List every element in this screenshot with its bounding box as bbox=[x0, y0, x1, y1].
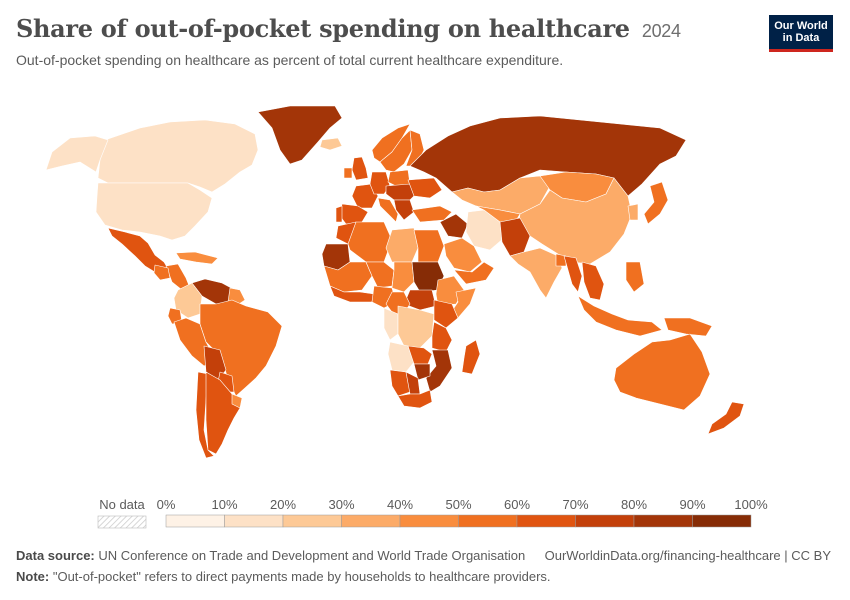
legend-bin-30[interactable] bbox=[341, 514, 401, 528]
country-saudi-arabia[interactable] bbox=[443, 237, 483, 273]
logo-line-1: Our World bbox=[774, 20, 828, 32]
legend-bin-20[interactable] bbox=[282, 514, 342, 528]
country-argentina[interactable] bbox=[205, 371, 241, 455]
country-yemen-and-oman[interactable] bbox=[453, 261, 495, 285]
legend-tick-label: 90% bbox=[679, 497, 705, 512]
country-south-sudan[interactable] bbox=[403, 289, 437, 311]
country-ireland[interactable] bbox=[343, 167, 353, 179]
legend-bin-70[interactable] bbox=[575, 514, 635, 528]
no-data-label: No data bbox=[99, 497, 145, 512]
country-papua-new-guinea[interactable] bbox=[663, 317, 713, 337]
data-source: Data source: UN Conference on Trade and … bbox=[16, 548, 525, 563]
country-tanzania[interactable] bbox=[431, 321, 453, 353]
country-algeria[interactable] bbox=[347, 221, 393, 263]
country-zimbabwe[interactable] bbox=[413, 363, 431, 381]
country-germany[interactable] bbox=[369, 171, 391, 195]
chart-note: Note: "Out-of-pocket" refers to direct p… bbox=[16, 569, 551, 584]
country-philippines[interactable] bbox=[625, 261, 645, 293]
legend-bins bbox=[165, 514, 752, 528]
country-south-africa[interactable] bbox=[397, 389, 433, 409]
country-indonesia[interactable] bbox=[577, 295, 663, 337]
legend-tick-label: 70% bbox=[562, 497, 588, 512]
legend-bin-50[interactable] bbox=[458, 514, 518, 528]
country-egypt[interactable] bbox=[413, 229, 445, 263]
country-bangladesh[interactable] bbox=[555, 253, 567, 267]
chart-title: Share of out-of-pocket spending on healt… bbox=[16, 14, 681, 43]
legend-bin-90[interactable] bbox=[692, 514, 752, 528]
owid-logo[interactable]: Our World in Data bbox=[769, 15, 833, 52]
legend-tick-label: 20% bbox=[270, 497, 296, 512]
country-chad[interactable] bbox=[391, 261, 415, 293]
legend-tick-label: 100% bbox=[734, 497, 768, 512]
legend-tick-label: 50% bbox=[445, 497, 471, 512]
country-guatemala[interactable] bbox=[153, 264, 171, 281]
country-madagascar[interactable] bbox=[461, 339, 481, 375]
country-colombia[interactable] bbox=[173, 282, 203, 319]
country-ukraine[interactable] bbox=[407, 177, 443, 199]
country-china[interactable] bbox=[517, 177, 633, 265]
country-new-zealand[interactable] bbox=[707, 401, 745, 435]
country-poland[interactable] bbox=[387, 169, 411, 187]
country-portugal[interactable] bbox=[335, 205, 343, 223]
country-gabon-and-congo[interactable] bbox=[383, 307, 399, 341]
legend-tick-label: 0% bbox=[157, 497, 176, 512]
world-map bbox=[45, 105, 745, 459]
color-legend: No data 0% 10% 20% 30% 40% 50% 60% 70% 80% 90% 100… bbox=[97, 497, 768, 529]
country-iceland[interactable] bbox=[319, 137, 343, 151]
legend-tick-label: 30% bbox=[328, 497, 354, 512]
country-turkey[interactable] bbox=[411, 205, 453, 223]
title-year: 2024 bbox=[641, 21, 681, 41]
note-text: "Out-of-pocket" refers to direct payment… bbox=[52, 569, 551, 584]
note-label: Note: bbox=[16, 569, 50, 584]
country-namibia[interactable] bbox=[389, 369, 411, 397]
legend-tick-label: 80% bbox=[621, 497, 647, 512]
legend-bin-60[interactable] bbox=[516, 514, 576, 528]
legend-ticks: 0% 10% 20% 30% 40% 50% 60% 70% 80% 90% 100% bbox=[157, 497, 768, 512]
legend-bin-10[interactable] bbox=[224, 514, 284, 528]
country-united-kingdom[interactable] bbox=[351, 156, 369, 181]
country-australia[interactable] bbox=[613, 333, 711, 411]
country-zambia[interactable] bbox=[407, 345, 433, 365]
legend-tick-label: 40% bbox=[387, 497, 413, 512]
country-libya[interactable] bbox=[385, 227, 419, 263]
country-italy[interactable] bbox=[377, 197, 399, 223]
legend-bin-0[interactable] bbox=[165, 514, 225, 528]
country-united-states[interactable] bbox=[95, 182, 213, 241]
country-dr-congo[interactable] bbox=[397, 305, 435, 349]
country-uruguay[interactable] bbox=[231, 393, 243, 409]
country-southeast-asia[interactable] bbox=[581, 261, 605, 301]
source-url[interactable]: OurWorldinData.org/financing-healthcare … bbox=[544, 548, 831, 563]
country-japan[interactable] bbox=[643, 181, 669, 225]
country-korea[interactable] bbox=[627, 203, 639, 221]
legend-tick-label: 10% bbox=[211, 497, 237, 512]
no-data-swatch bbox=[97, 515, 147, 529]
legend-bin-80[interactable] bbox=[633, 514, 693, 528]
country-syria-and-iraq[interactable] bbox=[439, 213, 469, 239]
map-regions bbox=[45, 105, 745, 459]
country-greenland[interactable] bbox=[257, 105, 343, 165]
chart-subtitle: Out-of-pocket spending on healthcare as … bbox=[16, 52, 564, 68]
title-text: Share of out-of-pocket spending on healt… bbox=[16, 14, 630, 43]
source-label: Data source: bbox=[16, 548, 95, 563]
country-alaska[interactable] bbox=[45, 135, 109, 173]
country-canada[interactable] bbox=[97, 119, 259, 193]
country-india[interactable] bbox=[509, 247, 563, 299]
country-mozambique-and-malawi[interactable] bbox=[425, 349, 453, 393]
logo-line-2: in Data bbox=[782, 32, 820, 44]
legend-tick-label: 60% bbox=[504, 497, 530, 512]
country-caribbean[interactable] bbox=[175, 251, 219, 265]
country-myanmar[interactable] bbox=[563, 255, 583, 293]
legend-bin-40[interactable] bbox=[399, 514, 459, 528]
country-balkans[interactable] bbox=[393, 199, 415, 221]
country-uganda-and-kenya[interactable] bbox=[433, 299, 459, 329]
source-text: UN Conference on Trade and Development a… bbox=[98, 548, 526, 563]
